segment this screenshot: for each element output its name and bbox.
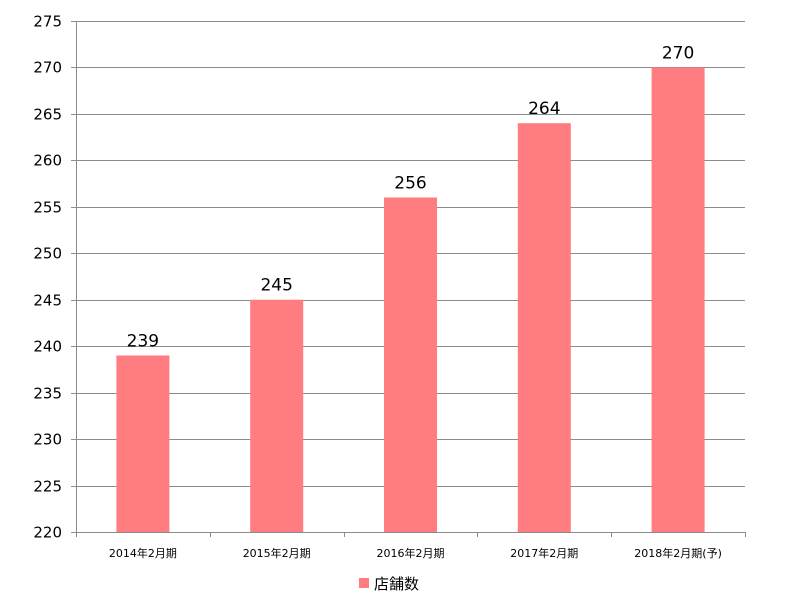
legend-label: 店舗数: [374, 575, 419, 593]
bar: [517, 123, 571, 532]
bar: [250, 299, 304, 532]
y-tick-label: 260: [33, 152, 62, 170]
y-tick-label: 240: [33, 338, 62, 356]
data-label: 256: [394, 174, 426, 194]
legend-swatch: [359, 578, 369, 588]
bar: [384, 197, 437, 532]
bars: [116, 67, 705, 532]
x-tick-label: 2018年2月期(予): [634, 546, 722, 560]
y-axis-ticks: 220 225 230 235 240 245 250 255 260 265 270 275: [33, 13, 62, 542]
bar: [651, 67, 705, 532]
y-tick-label: 250: [33, 245, 62, 263]
x-tick-label: 2017年2月期: [510, 546, 578, 560]
data-label: 264: [528, 99, 560, 119]
y-tick-label: 275: [33, 13, 62, 31]
data-label: 245: [260, 276, 292, 296]
y-tick-label: 235: [33, 385, 62, 403]
y-tick-label: 225: [33, 478, 62, 496]
y-tick-label: 245: [33, 292, 62, 310]
y-tick-label: 255: [33, 199, 62, 217]
x-tick-label: 2015年2月期: [243, 546, 311, 560]
x-axis-ticks: 2014年2月期 2015年2月期 2016年2月期 2017年2月期 2018年2月期…: [109, 546, 722, 560]
legend: 店舗数: [359, 575, 419, 593]
y-tick-label: 270: [33, 59, 62, 77]
bar: [116, 355, 170, 532]
y-tick-label: 220: [33, 524, 62, 542]
data-label: 239: [127, 332, 159, 352]
y-tick-label: 230: [33, 431, 62, 449]
x-tick-label: 2016年2月期: [377, 546, 445, 560]
data-labels: 239 245 256 264 270: [127, 44, 695, 352]
y-tick-label: 265: [33, 106, 62, 124]
data-label: 270: [662, 44, 694, 64]
x-tick-label: 2014年2月期: [109, 546, 177, 560]
